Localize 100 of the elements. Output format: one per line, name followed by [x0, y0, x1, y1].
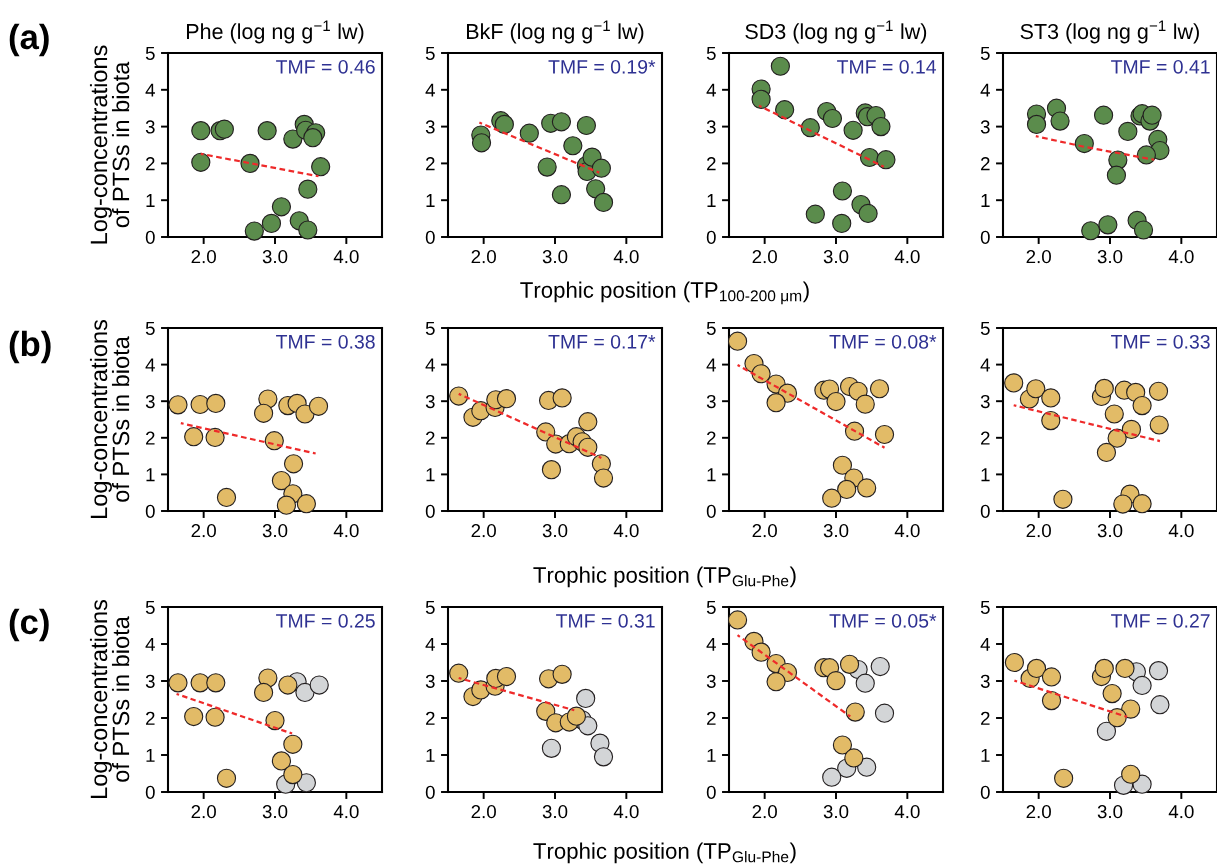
point	[253, 682, 274, 703]
x-tick-label: 2.0	[1026, 805, 1051, 819]
point	[727, 331, 748, 351]
point	[253, 403, 274, 423]
y-tick-label: 5	[980, 46, 990, 60]
annotation: TMF = 0.46	[276, 59, 375, 74]
point	[775, 100, 795, 120]
x-tick-label: 2.0	[752, 805, 777, 819]
point	[271, 751, 292, 771]
point	[552, 664, 572, 684]
point	[541, 460, 562, 480]
y-tick-label: 4	[145, 637, 155, 651]
point	[855, 673, 875, 693]
point	[593, 468, 614, 488]
y-tick-label: 3	[706, 394, 716, 409]
point	[1107, 708, 1127, 728]
point	[1136, 145, 1156, 165]
y-tick-label: 5	[145, 600, 155, 614]
point	[551, 185, 572, 205]
point	[593, 747, 614, 767]
point	[1132, 675, 1152, 696]
point	[563, 136, 583, 156]
y-tick-label: 2	[707, 431, 716, 445]
point	[1081, 221, 1101, 241]
y-tick-label: 5	[980, 600, 990, 614]
y-axis-title: Log-concentrations of PTSs in biota	[89, 45, 130, 244]
point	[1096, 721, 1117, 741]
point	[1132, 395, 1152, 416]
point	[832, 213, 852, 233]
x-axis-title: Trophic position (TP$_{100-200 μm}$)	[520, 281, 809, 305]
annotation: TMF = 0.17*	[548, 334, 656, 349]
y-tick-label: 5	[706, 600, 716, 614]
point	[1149, 415, 1169, 435]
point	[1104, 404, 1124, 424]
y-tick-label: 5	[145, 321, 155, 335]
point	[496, 666, 517, 687]
x-tick-label: 4.0	[1168, 250, 1194, 264]
text: (b)	[9, 330, 51, 364]
x-tick-label: 2.0	[471, 524, 496, 538]
y-tick-label: 2	[707, 157, 716, 171]
y-tick-label: 4	[145, 83, 155, 97]
point	[519, 123, 539, 143]
x-tick-label: 3.0	[823, 805, 849, 819]
x-axis-title: Trophic position (TP$_{Glu-Phe}$)	[533, 566, 796, 588]
point	[1133, 220, 1154, 240]
point	[727, 610, 748, 630]
point	[206, 393, 226, 414]
point	[552, 388, 572, 408]
x-tick-label: 3.0	[542, 524, 568, 538]
point	[578, 412, 598, 432]
x-tick-label: 3.0	[1097, 524, 1123, 538]
y-tick-label: 5	[425, 600, 435, 614]
x-tick-label: 4.0	[894, 250, 920, 264]
y-tick-label: 4	[425, 83, 435, 97]
point	[843, 120, 863, 140]
y-tick-label: 0	[145, 785, 155, 799]
y-tick-label: 4	[145, 358, 155, 372]
point	[1074, 133, 1094, 154]
point	[298, 220, 318, 240]
y-tick-label: 3	[145, 674, 155, 688]
x-tick-label: 2.0	[191, 805, 216, 819]
x-tick-label: 4.0	[1168, 524, 1194, 538]
point	[449, 663, 469, 683]
y-tick-label: 3	[145, 394, 155, 409]
y-tick-label: 3	[706, 120, 716, 134]
point	[271, 471, 292, 491]
annotation: TMF = 0.05*	[829, 613, 937, 628]
x-tick-label: 4.0	[613, 524, 639, 538]
point	[751, 89, 771, 109]
point	[845, 702, 865, 722]
point	[826, 671, 846, 691]
chart-title: ST3 (log ng g$^{−1}$ lw)	[1020, 20, 1199, 44]
y-axis-title: Log-concentrations of PTSs in biota	[89, 599, 130, 798]
y-tick-label: 2	[146, 711, 155, 725]
point	[874, 424, 895, 445]
point	[1148, 381, 1169, 401]
x-tick-label: 4.0	[613, 805, 639, 819]
point	[283, 765, 303, 785]
y-tick-label: 1	[707, 468, 716, 482]
annotation: TMF = 0.38	[276, 334, 375, 349]
point	[205, 427, 225, 448]
y-tick-label: 2	[426, 157, 435, 171]
y-tick-label: 5	[425, 321, 435, 335]
x-tick-label: 4.0	[333, 805, 359, 819]
point	[551, 112, 572, 132]
point	[216, 487, 237, 508]
point	[303, 128, 323, 148]
point	[1118, 121, 1138, 141]
point	[1142, 105, 1162, 125]
y-tick-label: 5	[706, 46, 716, 60]
x-tick-label: 3.0	[262, 524, 288, 538]
x-tick-label: 3.0	[1097, 805, 1123, 819]
point	[1094, 658, 1114, 679]
point	[822, 108, 843, 129]
point	[874, 703, 895, 723]
y-tick-label: 1	[707, 748, 716, 762]
chart-title: BkF (log ng g$^{−1}$ lw)	[467, 20, 644, 44]
x-tick-label: 4.0	[333, 250, 359, 264]
point	[168, 395, 188, 415]
point	[1041, 388, 1061, 408]
